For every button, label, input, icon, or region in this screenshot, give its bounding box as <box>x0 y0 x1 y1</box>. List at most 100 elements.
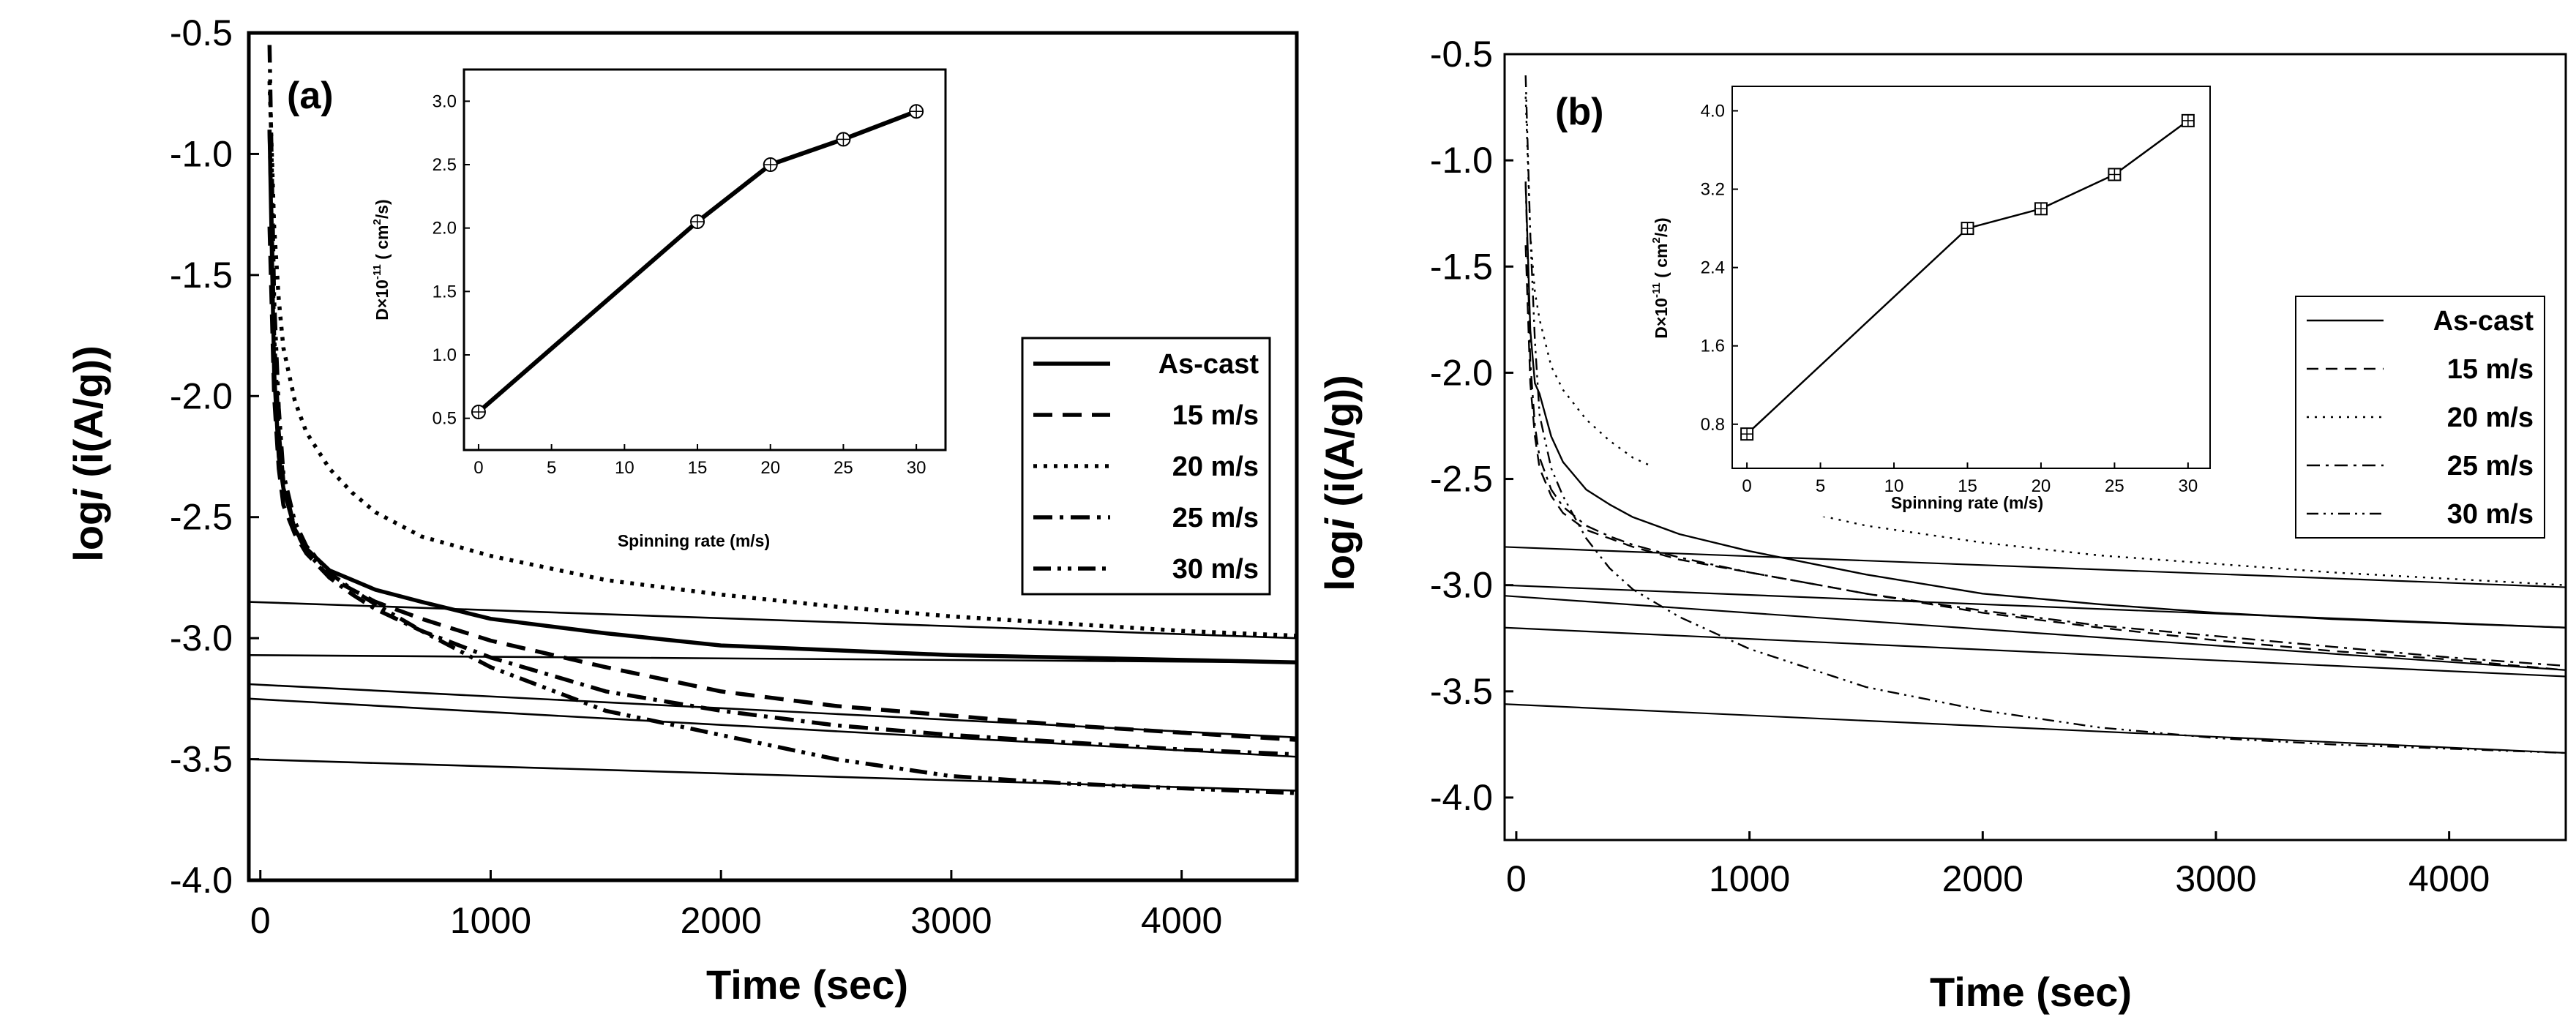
inset-frame <box>463 68 947 451</box>
inset-y-title-unit-exp: 2 <box>371 219 383 225</box>
legend-label-20-m-s: 20 m/s <box>1172 451 1259 482</box>
legend-label-as-cast: As-cast <box>2433 306 2534 337</box>
series-line-15-m-s <box>1524 245 2566 671</box>
y-tick-label: -2.0 <box>1430 352 1493 393</box>
tangent-line <box>1504 703 2566 754</box>
inset-y-title-base: 10 <box>1652 298 1671 317</box>
tangent-line <box>1504 595 2566 671</box>
series-line-15-m-s <box>267 226 1298 742</box>
inset-y-title-exp: -11 <box>371 264 383 280</box>
y-tick-label: -1.0 <box>1430 140 1493 181</box>
y-axis-title-suffix: (i(A/g)) <box>1317 375 1363 518</box>
inset-chart: 0 5 10 15 20 25 30 0.8 1.6 2.4 3.2 4.0 Spinning rat… <box>1650 86 2211 517</box>
inset-x-tick-label: 15 <box>1958 476 1977 496</box>
x-tick-label: 1000 <box>450 900 531 941</box>
inset-x-tick-label: 30 <box>907 458 926 478</box>
tangent-line <box>1504 626 2566 678</box>
inset-y-tick-label: 1.0 <box>433 345 457 365</box>
legend-label-20-m-s: 20 m/s <box>2447 402 2534 433</box>
y-tick-label: -4.0 <box>1430 777 1493 818</box>
x-tick-label: 1000 <box>1709 858 1790 899</box>
y-tick-label: -2.0 <box>170 375 233 416</box>
plot-frame <box>247 31 1299 882</box>
x-tick-label: 4000 <box>1141 900 1222 941</box>
tangent-lines <box>1504 546 2566 754</box>
x-axis-ticks: 0 1000 2000 3000 4000 <box>1506 831 2490 899</box>
y-tick-label: -3.0 <box>1430 565 1493 606</box>
series-line-30-m-s <box>267 45 1298 795</box>
legend-label-30-m-s: 30 m/s <box>2447 499 2534 530</box>
y-axis-title-suffix: (i(A/g)) <box>65 345 111 489</box>
legend-box <box>2295 296 2545 539</box>
y-tick-label: -1.0 <box>170 133 233 174</box>
panel-label: (b) <box>1555 91 1603 133</box>
inset-y-title-times: × <box>372 299 392 308</box>
tangent-line <box>248 683 1298 739</box>
inset-y-title-unit-b: /s) <box>1652 217 1671 237</box>
inset-x-tick-label: 10 <box>615 458 634 478</box>
y-axis-ticks: -0.5 -1.0 -1.5 -2.0 -2.5 -3.0 -3.5 -4.0 <box>1430 34 1513 818</box>
panel-a: 0 1000 2000 3000 4000 -0.5 -1.0 -1.5 -2.0 -2.5 -3… <box>65 12 1299 1008</box>
inset-y-title-unit-a: ( cm <box>372 225 392 264</box>
plot-frame <box>1503 53 2567 841</box>
legend: As-cast 15 m/s 20 m/s 25 m/s 30 m/s <box>2295 296 2545 539</box>
legend-label-25-m-s: 25 m/s <box>2447 451 2534 481</box>
y-tick-label: -4.0 <box>170 860 233 901</box>
y-axis-title: logi (i(A/g)) <box>1317 375 1363 591</box>
inset-y-tick-label: 1.5 <box>433 282 457 301</box>
series-group <box>1524 75 2566 754</box>
series-line-20-m-s <box>1524 97 2566 586</box>
inset-y-title-d: D <box>1652 326 1671 339</box>
panel-b: 0 1000 2000 3000 4000 -0.5 -1.0 -1.5 -2.0 -2.5 -3… <box>1317 34 2567 1015</box>
inset-background <box>1650 86 2210 517</box>
y-tick-label: -1.5 <box>1430 246 1493 287</box>
inset-x-axis-title: Spinning rate (m/s) <box>1891 493 2043 512</box>
y-axis-title-symbol: i <box>65 488 111 500</box>
inset-y-title-times: × <box>1652 317 1671 326</box>
x-axis-title: Time (sec) <box>1930 969 2132 1015</box>
x-tick-label: 0 <box>250 900 271 941</box>
series-line-25-m-s <box>1524 181 2566 667</box>
inset-x-tick-label: 5 <box>547 458 556 478</box>
series-line-30-m-s <box>1524 75 2566 754</box>
legend-label-15-m-s: 15 m/s <box>1172 400 1259 431</box>
x-tick-label: 4000 <box>2408 858 2490 899</box>
inset-y-title-base: 10 <box>372 280 392 299</box>
tangent-line <box>248 697 1298 758</box>
inset-x-tick-label: 10 <box>1884 476 1904 496</box>
y-axis-ticks: -0.5 -1.0 -1.5 -2.0 -2.5 -3.0 -3.5 -4.0 <box>170 12 259 901</box>
y-tick-label: -2.5 <box>1430 459 1493 500</box>
inset-frame <box>1731 86 2211 469</box>
y-tick-label: -1.5 <box>170 255 233 296</box>
x-axis-title: Time (sec) <box>706 961 908 1008</box>
y-axis-title-prefix: log <box>1317 530 1363 591</box>
inset-y-tick-label: 2.0 <box>433 219 457 239</box>
inset-y-title-unit-a: ( cm <box>1652 243 1671 282</box>
series-group <box>267 45 1298 795</box>
inset-y-tick-label: 4.0 <box>1701 101 1725 121</box>
inset-y-axis-title: D×10-11 ( cm2/s) <box>371 199 392 320</box>
inset-y-tick-label: 3.0 <box>433 91 457 111</box>
legend-box <box>1021 337 1271 596</box>
series-line-20-m-s <box>267 81 1298 638</box>
inset-y-title-unit-b: /s) <box>372 199 392 219</box>
x-tick-label: 2000 <box>1942 858 2023 899</box>
inset-y-title-exp: -11 <box>1650 282 1663 298</box>
inset-x-tick-label: 25 <box>834 458 853 478</box>
panel-label: (a) <box>287 75 334 117</box>
tangent-line <box>248 601 1298 640</box>
inset-y-tick-label: 0.8 <box>1701 415 1725 435</box>
x-axis-ticks: 0 1000 2000 3000 4000 <box>250 870 1222 941</box>
legend-label-25-m-s: 25 m/s <box>1172 503 1259 533</box>
inset-x-tick-label: 25 <box>2105 476 2124 496</box>
legend-label-as-cast: As-cast <box>1158 349 1259 380</box>
y-axis-title-prefix: log <box>65 500 111 562</box>
x-tick-label: 0 <box>1506 858 1527 899</box>
inset-x-tick-label: 30 <box>2179 476 2198 496</box>
inset-chart: 0 5 10 15 20 25 30 0.5 1.0 1.5 2.0 2.5 3.0 Spinning … <box>371 68 947 550</box>
inset-y-axis-title: D×10-11 ( cm2/s) <box>1650 217 1671 338</box>
y-axis-title: logi (i(A/g)) <box>65 345 111 561</box>
x-tick-label: 3000 <box>910 900 992 941</box>
inset-y-title-d: D <box>372 308 392 320</box>
y-tick-label: -0.5 <box>170 12 233 53</box>
